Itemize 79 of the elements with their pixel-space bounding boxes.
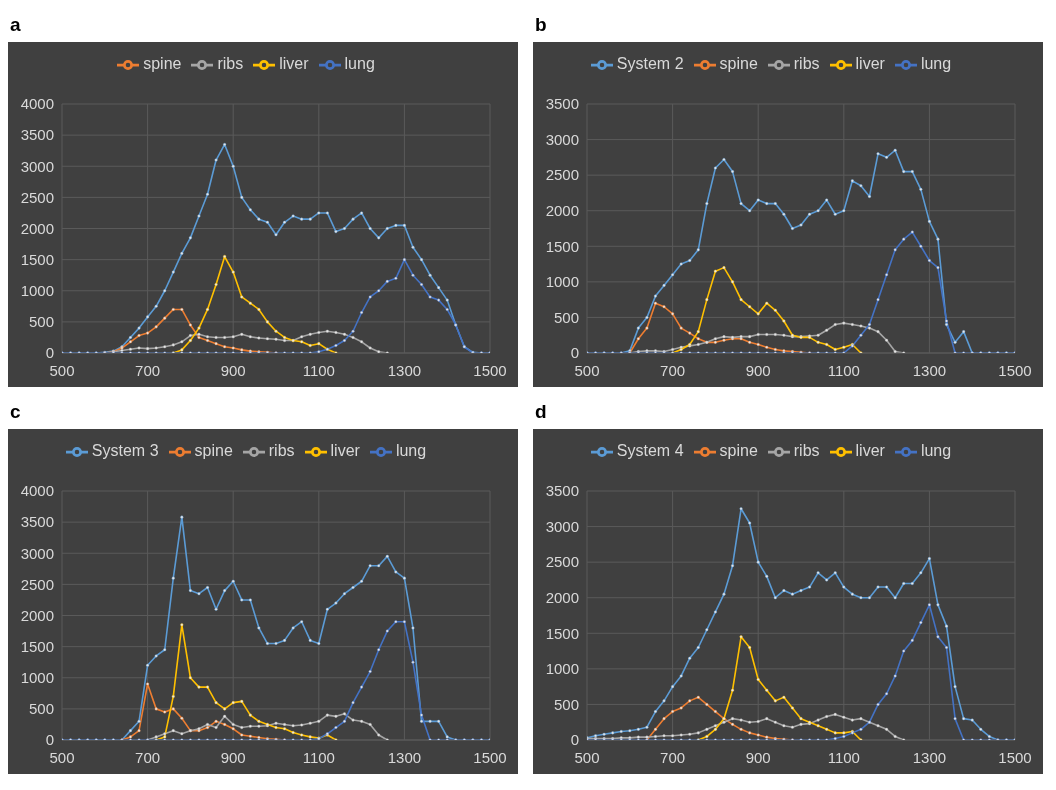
x-tick-label: 1100 [302,748,335,766]
x-tick-label: 700 [660,748,686,766]
legend-label: lung [395,442,427,460]
y-tick-label: 1000 [20,282,54,300]
y-tick-label: 0 [570,731,579,749]
x-tick-label: 900 [745,748,771,766]
legend-label: spine [143,55,182,73]
chart-title: c [9,400,22,424]
y-tick-label: 3000 [20,544,54,562]
y-tick-label: 1500 [545,237,579,255]
legend-label: ribs [217,55,244,73]
y-tick-label: 3500 [545,482,579,500]
x-tick-label: 1500 [473,748,507,766]
legend-label: spine [194,442,233,460]
x-tick-label: 1500 [473,361,507,379]
y-tick-label: 3500 [20,513,54,531]
y-tick-label: 1000 [20,669,54,687]
y-tick-label: 0 [570,344,579,362]
y-tick-label: 4000 [20,482,54,500]
legend-label: ribs [793,442,820,460]
x-tick-label: 1100 [827,748,860,766]
x-tick-label: 700 [135,361,161,379]
x-tick-label: 700 [660,361,686,379]
x-tick-label: 1100 [827,361,860,379]
legend-label: System 3 [91,442,159,460]
chart-title: d [534,400,548,424]
y-tick-label: 500 [553,308,579,326]
x-tick-label: 1300 [387,748,422,766]
y-tick-label: 1000 [545,660,579,678]
x-tick-label: 1100 [302,361,335,379]
y-tick-label: 2000 [20,219,54,237]
y-tick-label: 3000 [545,517,579,535]
y-tick-label: 2500 [20,188,54,206]
x-tick-label: 900 [745,361,771,379]
line-series [146,712,389,740]
legend-label: liver [330,442,360,460]
x-tick-label: 1300 [912,361,947,379]
y-tick-label: 2000 [20,606,54,624]
x-tick-label: 1500 [998,748,1032,766]
y-tick-label: 2000 [545,202,579,220]
legend-label: spine [719,442,758,460]
legend-label: ribs [268,442,295,460]
legend-label: spine [719,55,758,73]
legend-label: System 4 [616,442,684,460]
y-tick-label: 2000 [545,589,579,607]
y-tick-label: 1500 [20,250,54,268]
legend-label: liver [855,442,885,460]
chart-title: b [534,13,548,37]
y-tick-label: 1500 [545,624,579,642]
y-tick-label: 3000 [20,157,54,175]
x-tick-label: 900 [220,361,246,379]
y-tick-label: 2500 [545,166,579,184]
y-tick-label: 3500 [20,126,54,144]
x-tick-label: 1300 [387,361,422,379]
line-series [671,266,863,353]
legend-label: lung [344,55,375,73]
y-tick-label: 3000 [545,130,579,148]
x-tick-label: 1300 [912,748,947,766]
legend-label: liver [279,55,309,73]
y-tick-label: 0 [45,344,54,362]
y-tick-label: 2500 [545,553,579,571]
y-tick-label: 500 [28,313,54,331]
y-tick-label: 500 [28,700,54,718]
legend-label: lung [920,442,952,460]
y-tick-label: 1000 [545,273,579,291]
y-tick-label: 500 [553,695,579,713]
y-tick-label: 2500 [20,575,54,593]
x-tick-label: 1500 [998,361,1032,379]
y-tick-label: 3500 [545,95,579,113]
legend-label: lung [920,55,952,73]
y-tick-label: 0 [45,731,54,749]
x-tick-label: 900 [220,748,246,766]
y-tick-label: 4000 [20,95,54,113]
legend-label: ribs [793,55,820,73]
x-tick-label: 700 [135,748,161,766]
chart-title: a [9,13,22,37]
y-tick-label: 1500 [20,637,54,655]
legend-label: System 2 [616,55,684,73]
legend-label: liver [855,55,885,73]
